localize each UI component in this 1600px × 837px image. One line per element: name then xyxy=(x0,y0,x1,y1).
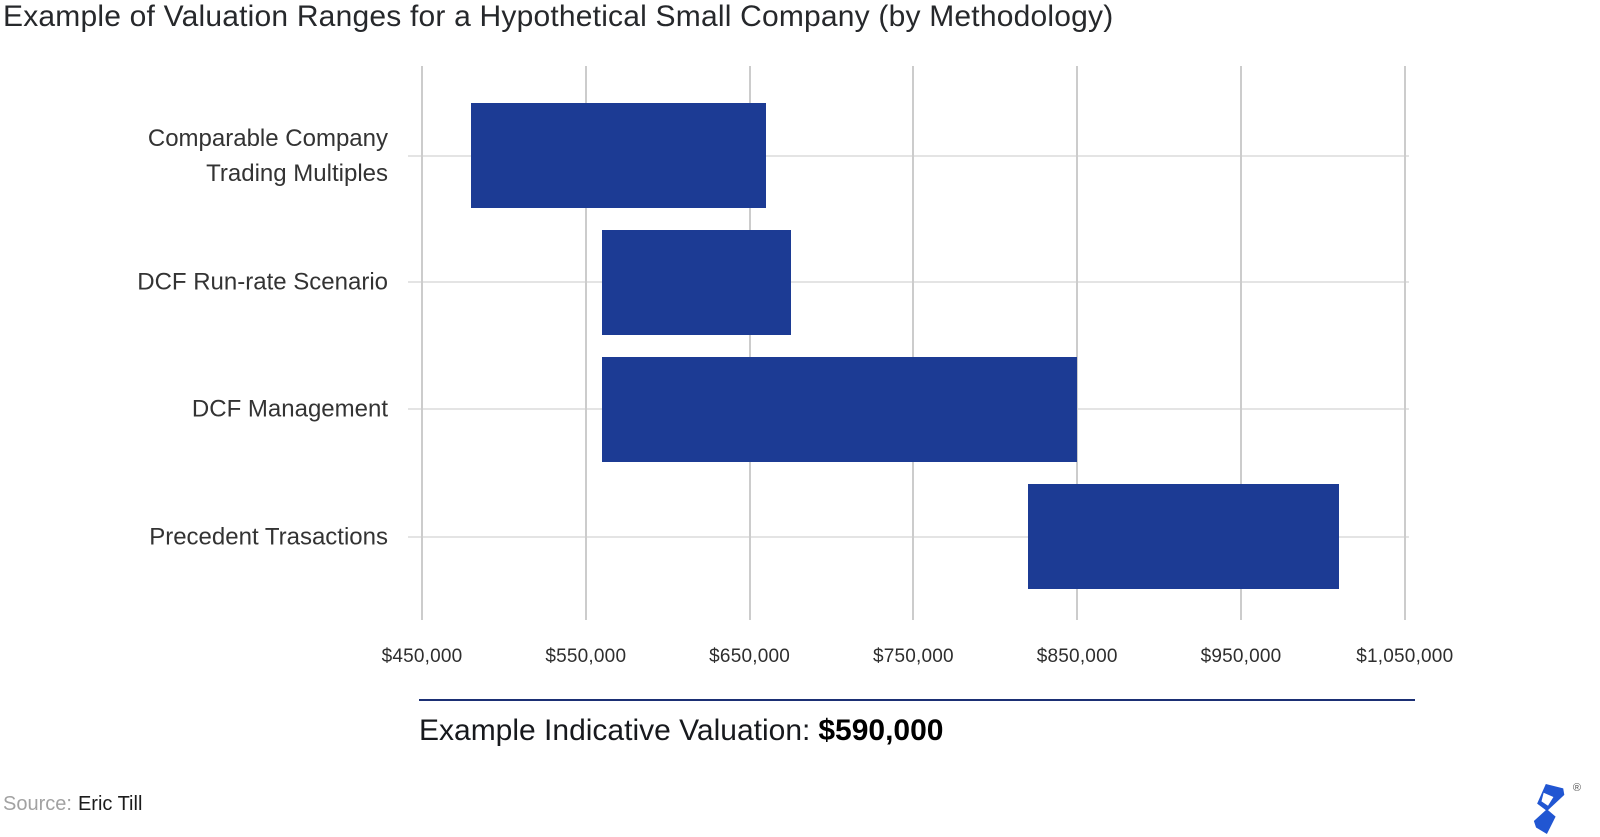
x-tick-label: $850,000 xyxy=(1036,646,1118,667)
x-tick-label: $550,000 xyxy=(545,646,627,667)
indicative-valuation-value: $590,000 xyxy=(818,714,944,747)
gridline-horizontal xyxy=(408,535,1409,538)
gridline-horizontal xyxy=(408,281,1409,283)
valuation-range-bar xyxy=(602,229,791,335)
gridline-vertical xyxy=(1240,66,1242,620)
indicative-valuation-text: Example Indicative Valuation: $590,000 xyxy=(419,714,943,748)
y-axis-label: Precedent Trasactions xyxy=(149,523,388,550)
toptal-logo: ® xyxy=(1529,782,1581,834)
x-tick-label: $650,000 xyxy=(709,646,791,667)
gridline-vertical xyxy=(1403,66,1406,620)
gridline-vertical xyxy=(748,66,751,620)
chart-title: Example of Valuation Ranges for a Hypoth… xyxy=(3,0,1114,33)
x-tick-label: $1,050,000 xyxy=(1356,646,1454,667)
gridline-vertical xyxy=(584,66,587,620)
y-axis-label: DCF Run-rate Scenario xyxy=(137,268,388,296)
x-tick-label: $450,000 xyxy=(381,646,463,667)
y-axis-label: DCF Management xyxy=(191,395,388,423)
valuation-range-bar xyxy=(1028,484,1340,589)
registered-mark: ® xyxy=(1572,782,1581,794)
toptal-logomark-icon xyxy=(1533,784,1565,834)
source-prefix: Source: xyxy=(3,793,72,815)
source-note: Source: Eric Till xyxy=(3,793,142,816)
indicative-valuation-label: Example Indicative Valuation: xyxy=(419,714,811,747)
gridline-vertical xyxy=(1076,66,1079,620)
valuation-range-bar xyxy=(471,103,766,208)
source-author: Eric Till xyxy=(77,793,143,815)
gridline-vertical xyxy=(912,66,915,620)
valuation-range-bar xyxy=(602,356,1078,462)
gridline-horizontal xyxy=(408,154,1409,157)
indicative-valuation-line xyxy=(419,699,1415,701)
x-tick-label: $750,000 xyxy=(872,646,954,667)
x-tick-label: $950,000 xyxy=(1200,646,1282,667)
y-axis-label: Comparable Company Trading Multiples xyxy=(147,124,388,187)
gridline-vertical xyxy=(421,66,423,620)
